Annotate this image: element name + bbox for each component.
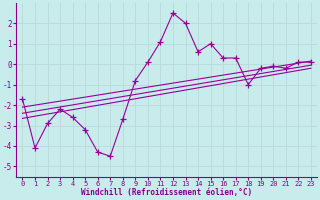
X-axis label: Windchill (Refroidissement éolien,°C): Windchill (Refroidissement éolien,°C) [81, 188, 252, 197]
